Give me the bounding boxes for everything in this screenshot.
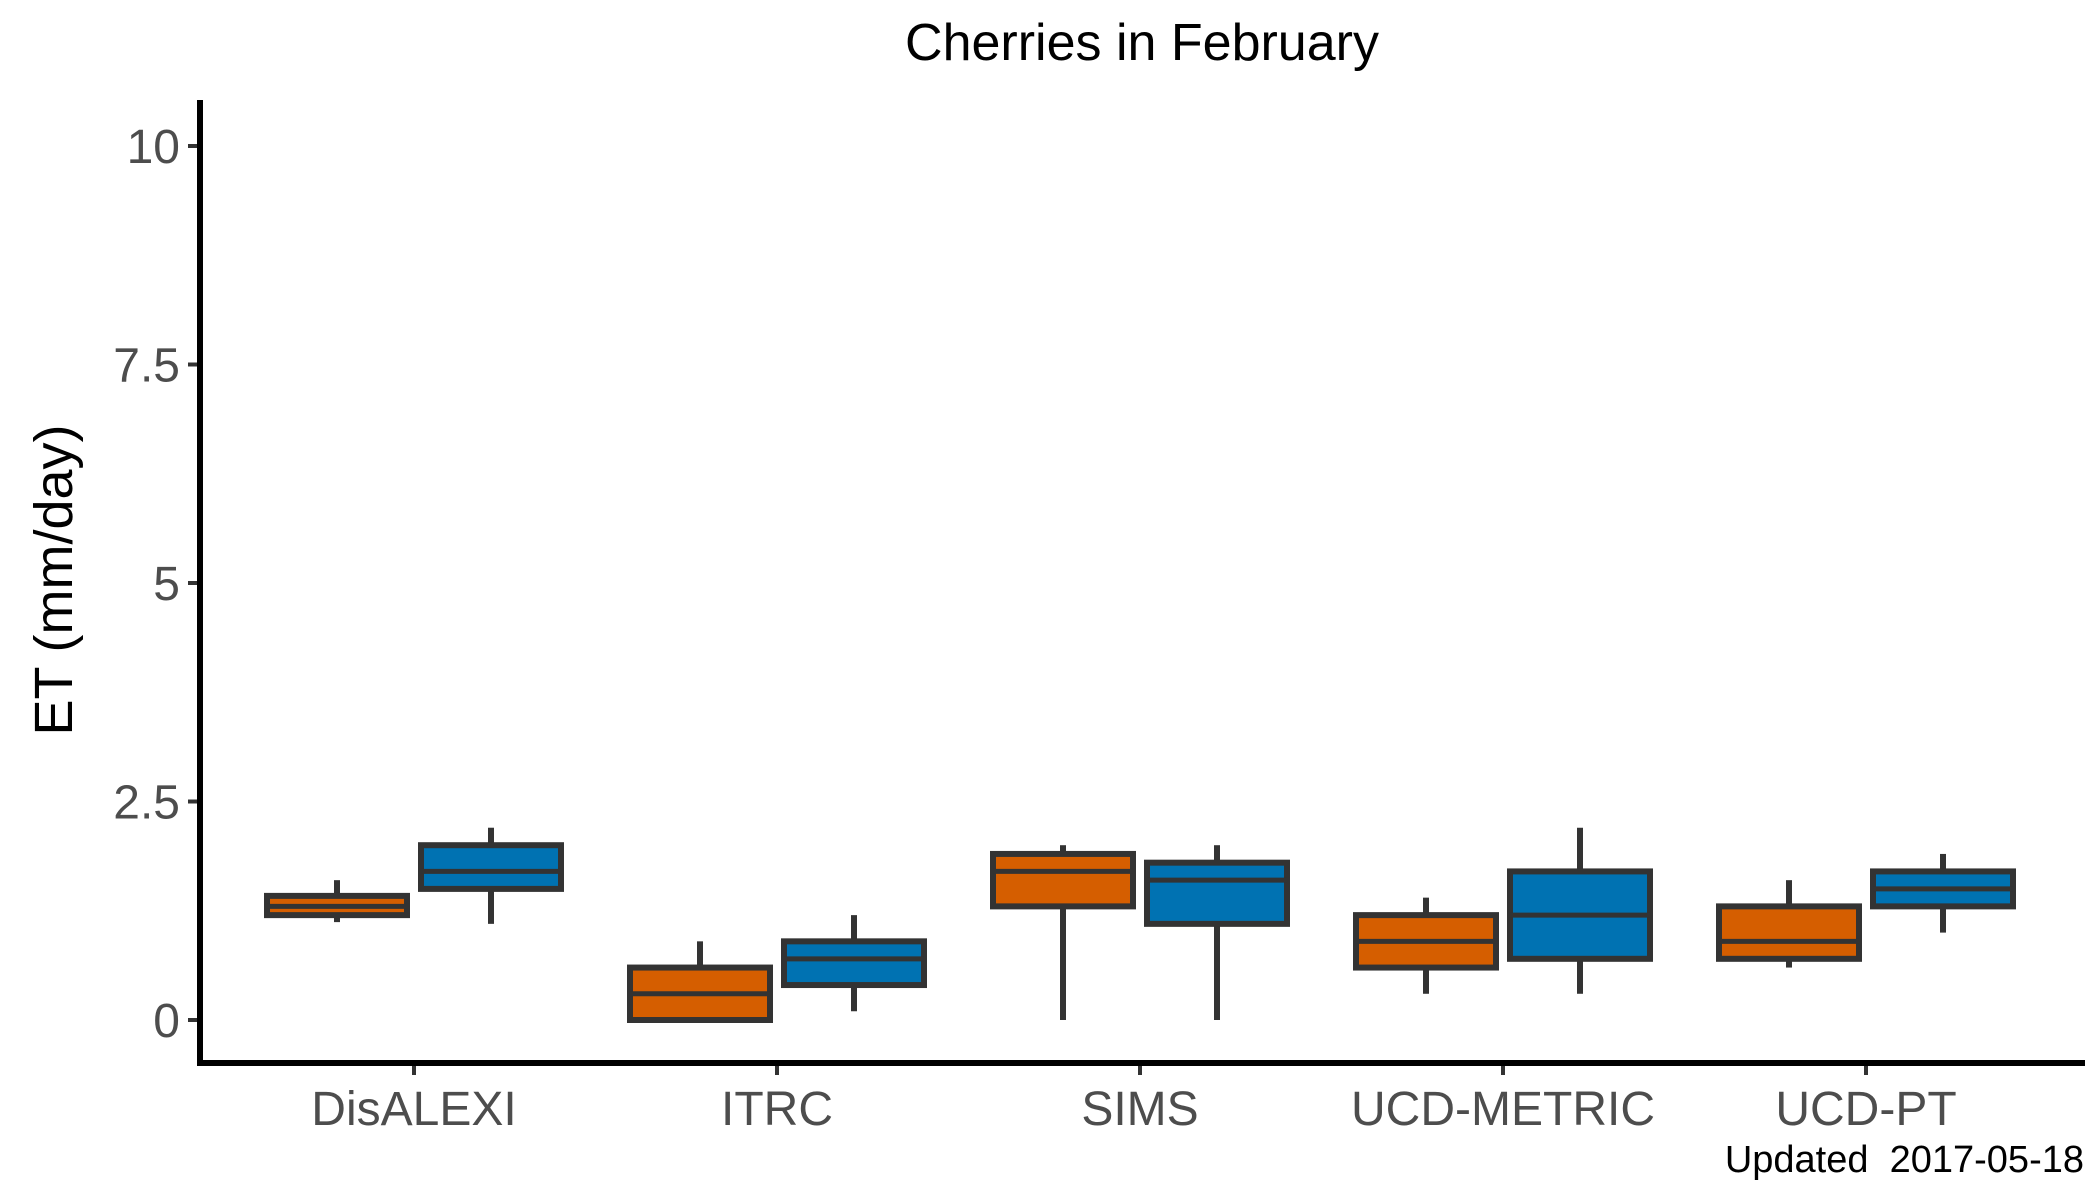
y-axis-ticks: 0 2.5 5 7.5 10 xyxy=(113,121,200,1048)
x-axis-ticks: DisALEXI ITRC SIMS UCD-METRIC UCD-PT xyxy=(311,1063,1957,1136)
box-sims-2 xyxy=(1144,845,1290,1020)
box-body xyxy=(781,938,927,989)
y-tick-label: 2.5 xyxy=(113,777,180,830)
box-sims-1 xyxy=(990,845,1136,1020)
box-itrc-1 xyxy=(627,941,773,1023)
x-tick-label: SIMS xyxy=(1081,1083,1198,1136)
box-disalexi-2 xyxy=(418,827,564,924)
x-tick-label: UCD-METRIC xyxy=(1351,1083,1655,1136)
updated-note: Updated 2017-05-18 xyxy=(1725,1139,2084,1181)
chart-title: Cherries in February xyxy=(905,14,1379,72)
y-tick-label: 10 xyxy=(127,121,180,174)
box-body xyxy=(1144,859,1290,927)
x-tick-label: ITRC xyxy=(721,1083,833,1136)
x-tick-label: UCD-PT xyxy=(1775,1083,1956,1136)
box-body xyxy=(990,850,1136,910)
plot-marks xyxy=(264,827,2016,1023)
box-body xyxy=(1716,903,1862,962)
y-tick-label: 5 xyxy=(153,558,180,611)
box-disalexi-1 xyxy=(264,880,410,923)
y-axis-label: ET (mm/day) xyxy=(24,424,84,735)
box-itrc-2 xyxy=(781,915,927,1012)
box-ucd-pt-2 xyxy=(1870,853,2016,933)
box-body xyxy=(418,842,564,892)
box-ucd-metric-2 xyxy=(1507,827,1653,994)
box-ucd-metric-1 xyxy=(1353,897,1499,994)
y-tick-label: 0 xyxy=(153,995,180,1048)
y-tick-label: 7.5 xyxy=(113,340,180,393)
x-tick-label: DisALEXI xyxy=(311,1083,516,1136)
box-ucd-pt-1 xyxy=(1716,880,1862,968)
